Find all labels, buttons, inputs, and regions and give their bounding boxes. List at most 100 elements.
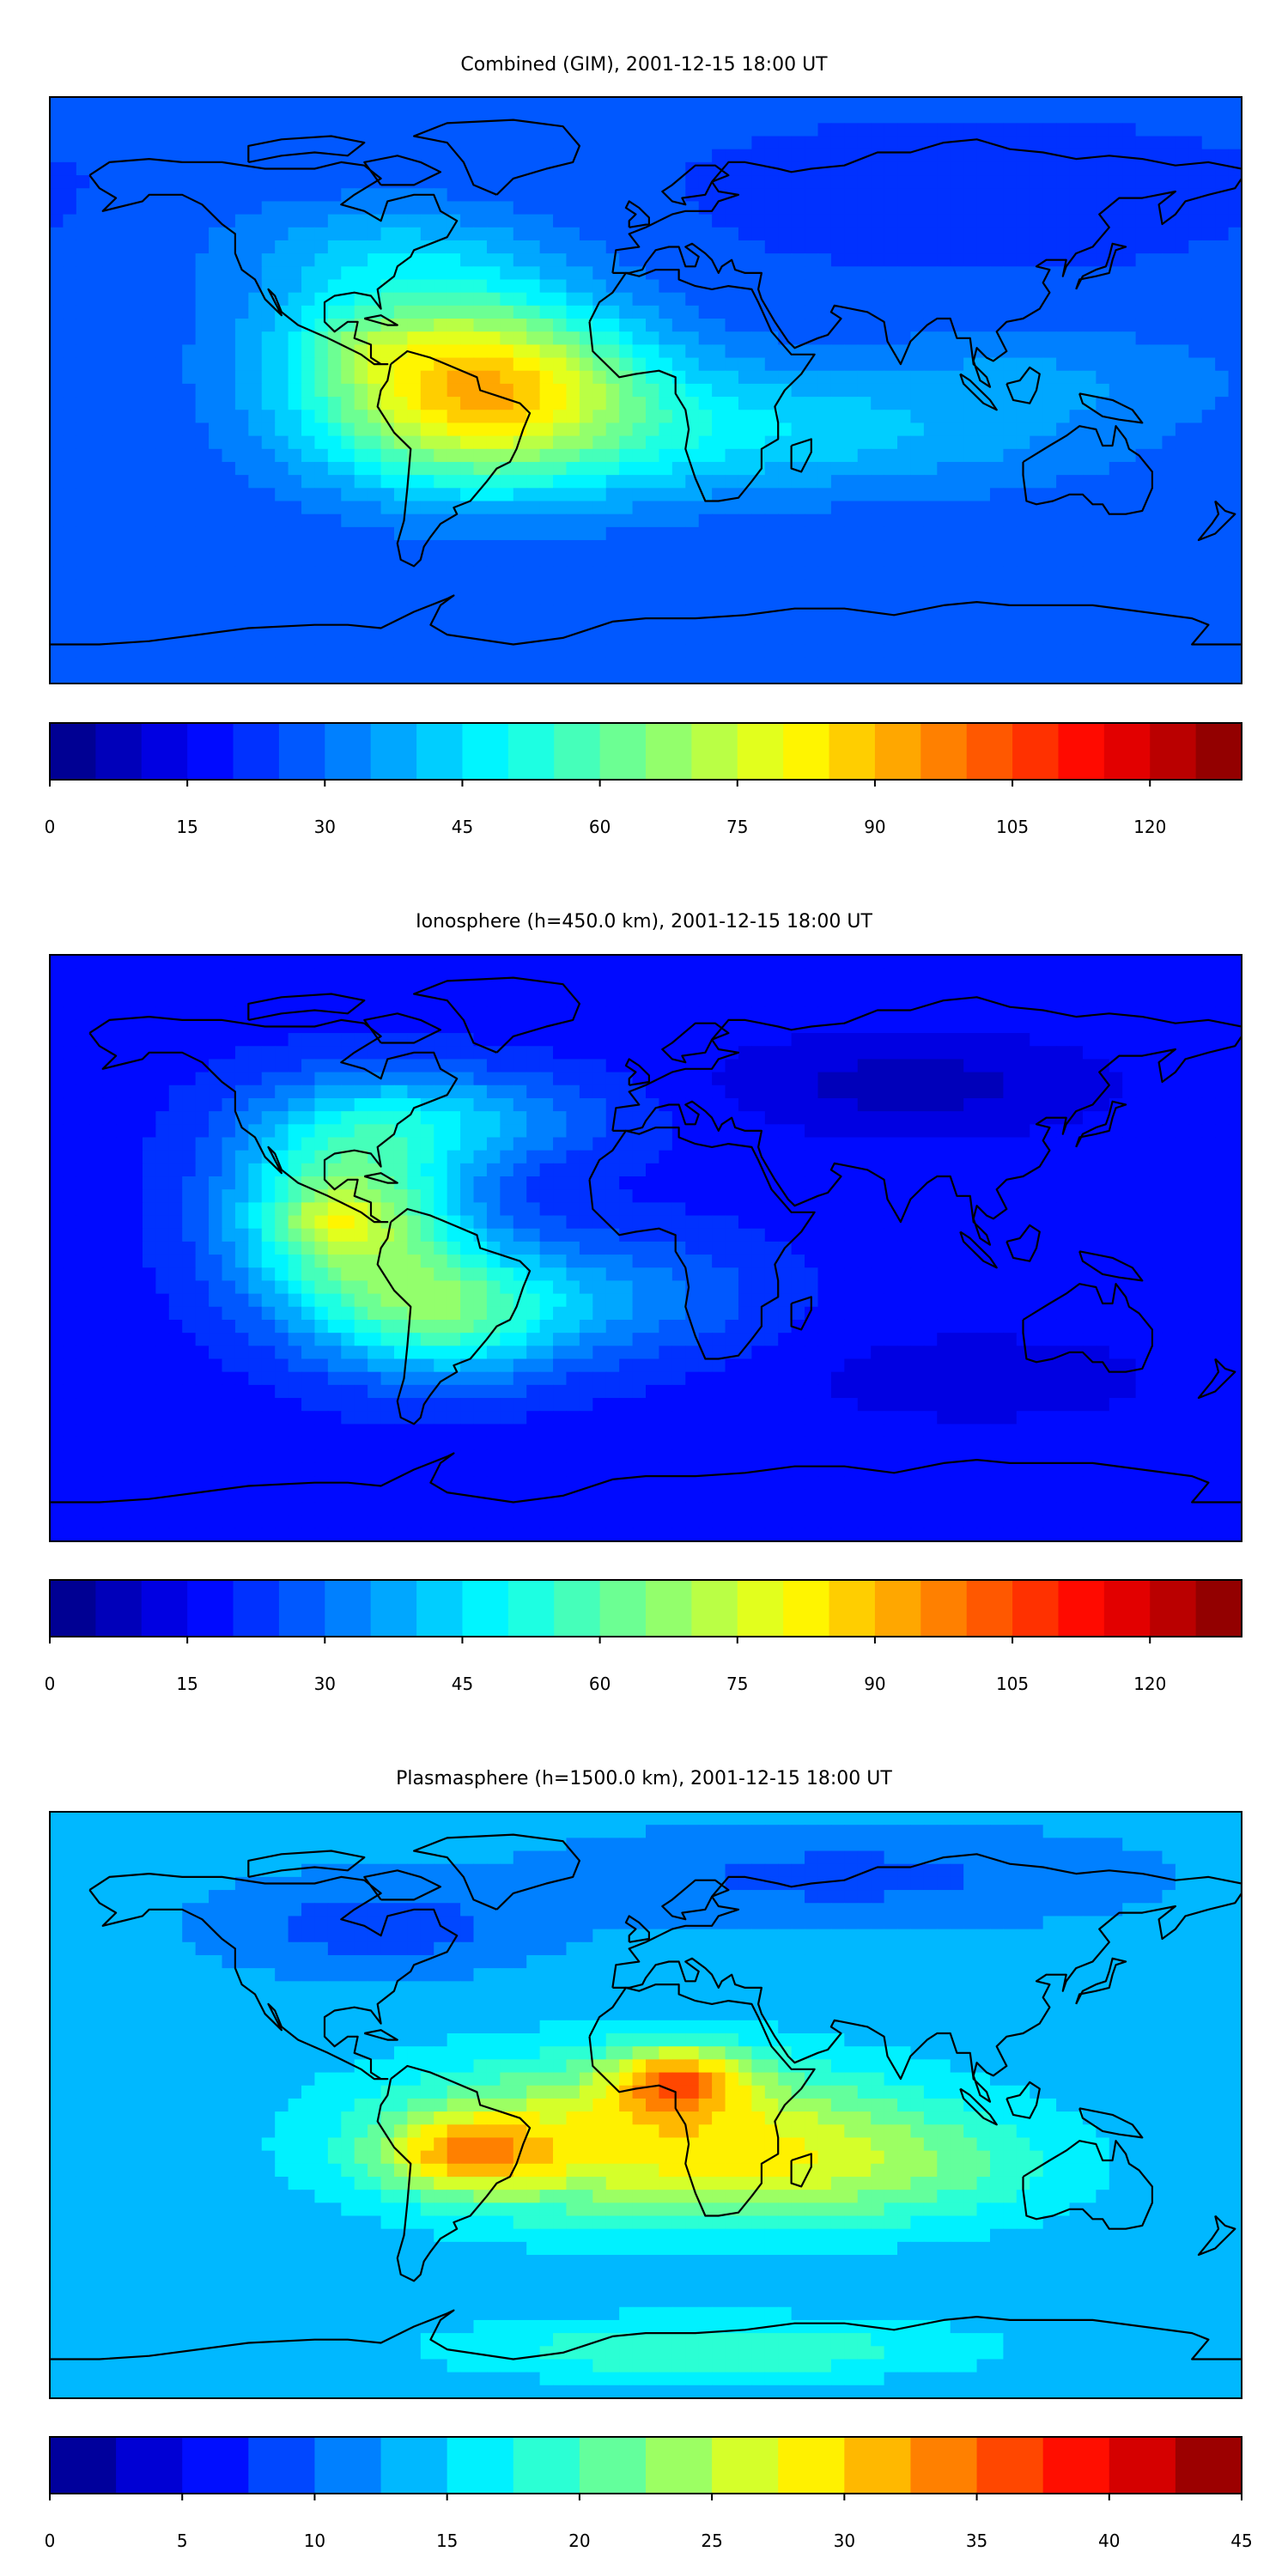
coastline-japan bbox=[1075, 1100, 1127, 1148]
coastline-australia bbox=[1022, 2140, 1154, 2230]
colorbar-segment bbox=[554, 723, 601, 780]
colorbar-segment bbox=[1103, 723, 1151, 780]
colorbar-segment bbox=[599, 1580, 647, 1637]
colorbar-segment bbox=[1103, 1580, 1151, 1637]
panel-title: Combined (GIM), 2001-12-15 18:00 UT bbox=[460, 54, 828, 76]
colorbar-segment bbox=[1195, 723, 1242, 780]
coastline-north-america bbox=[88, 1873, 459, 2081]
coastline-sumatra bbox=[959, 2087, 998, 2126]
coastline-north-america bbox=[88, 158, 459, 366]
coastline-japan bbox=[1075, 242, 1127, 290]
coastline-sumatra bbox=[959, 1230, 998, 1269]
panel-title: Ionosphere (h=450.0 km), 2001-12-15 18:0… bbox=[416, 911, 872, 933]
colorbar-segment bbox=[187, 1580, 234, 1637]
coastline-cuba bbox=[364, 1172, 398, 1184]
coastline-antarctica bbox=[50, 594, 1242, 646]
coastlines bbox=[50, 118, 1242, 646]
colorbar-segment bbox=[1058, 1580, 1105, 1637]
coastline-cuba bbox=[364, 314, 398, 326]
colorbar-tick-label: 20 bbox=[568, 2530, 590, 2551]
colorbar-tick-label: 105 bbox=[996, 1674, 1029, 1694]
colorbar-tick-label: 5 bbox=[177, 2530, 188, 2551]
colorbar-tick-label: 45 bbox=[1230, 2530, 1252, 2551]
colorbar-tick-label: 15 bbox=[436, 2530, 458, 2551]
coastline-greenland bbox=[413, 118, 581, 196]
colorbar-segment bbox=[50, 1580, 96, 1637]
coastline-australia bbox=[1022, 1283, 1154, 1373]
colorbar-segment bbox=[187, 723, 234, 780]
colorbar-tick-label: 15 bbox=[176, 1674, 197, 1694]
coastline-australia bbox=[1022, 425, 1154, 515]
map-frame bbox=[49, 96, 1242, 684]
coastline-new-guinea bbox=[1078, 392, 1144, 424]
coastline-greenland bbox=[413, 976, 581, 1054]
colorbar-segment bbox=[248, 2437, 315, 2494]
panel-title: Plasmasphere (h=1500.0 km), 2001-12-15 1… bbox=[396, 1768, 892, 1789]
colorbar-segment bbox=[1042, 2437, 1110, 2494]
coastline-baffin bbox=[363, 1869, 442, 1901]
coastline-arctic-islands bbox=[247, 993, 366, 1021]
colorbar-segment bbox=[182, 2437, 249, 2494]
colorbar-segment bbox=[579, 2437, 647, 2494]
colorbar-tick-label: 105 bbox=[996, 817, 1029, 837]
colorbar-tick-label: 30 bbox=[314, 1674, 336, 1694]
colorbar-segment bbox=[829, 723, 876, 780]
colorbar-segment bbox=[507, 1580, 555, 1637]
colorbar-segment bbox=[783, 1580, 830, 1637]
coastline-eurasia bbox=[611, 138, 1242, 388]
colorbar-tick-label: 120 bbox=[1133, 817, 1166, 837]
colorbar-segment bbox=[314, 2437, 382, 2494]
colorbar: 0 15 30 45 60 75 90 105 120 bbox=[45, 1579, 1242, 1694]
coastline-africa bbox=[588, 1126, 816, 1360]
colorbar-segment bbox=[874, 723, 921, 780]
colorbar-segment bbox=[976, 2437, 1044, 2494]
coastline-arctic-islands bbox=[247, 135, 366, 163]
coastline-north-america bbox=[88, 1015, 459, 1224]
coastline-greenland bbox=[413, 1833, 581, 1911]
colorbar-segment bbox=[1150, 1580, 1197, 1637]
colorbar-segment bbox=[554, 1580, 601, 1637]
coastline-borneo bbox=[1005, 366, 1041, 404]
colorbar-segment bbox=[325, 1580, 372, 1637]
colorbar-segment bbox=[50, 723, 96, 780]
colorbar-segment bbox=[737, 723, 784, 780]
coastline-new-zealand bbox=[1197, 2215, 1236, 2257]
map-frame bbox=[49, 1811, 1242, 2399]
colorbar-tick-label: 10 bbox=[304, 2530, 325, 2551]
coastline-antarctica bbox=[50, 1452, 1242, 1504]
map-frame bbox=[49, 954, 1242, 1542]
colorbar-tick-label: 60 bbox=[589, 1674, 611, 1694]
coastline-cuba bbox=[364, 2029, 398, 2041]
coastline-baffin bbox=[363, 155, 442, 186]
colorbar-segment bbox=[829, 1580, 876, 1637]
colorbar-tick-label: 90 bbox=[864, 1674, 885, 1694]
colorbar-segment bbox=[1109, 2437, 1176, 2494]
coastline-arctic-islands bbox=[247, 1850, 366, 1878]
colorbar-segment bbox=[278, 1580, 325, 1637]
colorbar-tick-label: 45 bbox=[452, 1674, 473, 1694]
colorbar-segment bbox=[370, 723, 417, 780]
colorbar-tick-label: 30 bbox=[834, 2530, 855, 2551]
colorbar-segment bbox=[116, 2437, 183, 2494]
coastline-eurasia bbox=[611, 1853, 1242, 2103]
coastline-japan bbox=[1075, 1957, 1127, 2005]
coastline-madagascar bbox=[790, 1296, 812, 1331]
colorbar-segment bbox=[646, 723, 692, 780]
colorbar-tick-label: 15 bbox=[176, 817, 197, 837]
colorbar-segment bbox=[966, 1580, 1013, 1637]
colorbar-tick-label: 0 bbox=[45, 2530, 56, 2551]
map-panel bbox=[50, 1812, 1242, 2398]
coastlines bbox=[50, 976, 1242, 1504]
colorbar: 0 5 10 15 20 25 30 35 40 45 bbox=[45, 2436, 1253, 2551]
colorbar-segment bbox=[1012, 1580, 1059, 1637]
coastline-africa bbox=[588, 269, 816, 502]
colorbar-segment bbox=[783, 723, 830, 780]
colorbar-tick-label: 40 bbox=[1098, 2530, 1120, 2551]
colorbar-tick-label: 75 bbox=[726, 1674, 748, 1694]
colorbar-segment bbox=[278, 723, 325, 780]
colorbar-segment bbox=[95, 723, 143, 780]
colorbar-segment bbox=[910, 2437, 978, 2494]
coastline-madagascar bbox=[790, 438, 812, 473]
colorbar-segment bbox=[920, 723, 968, 780]
